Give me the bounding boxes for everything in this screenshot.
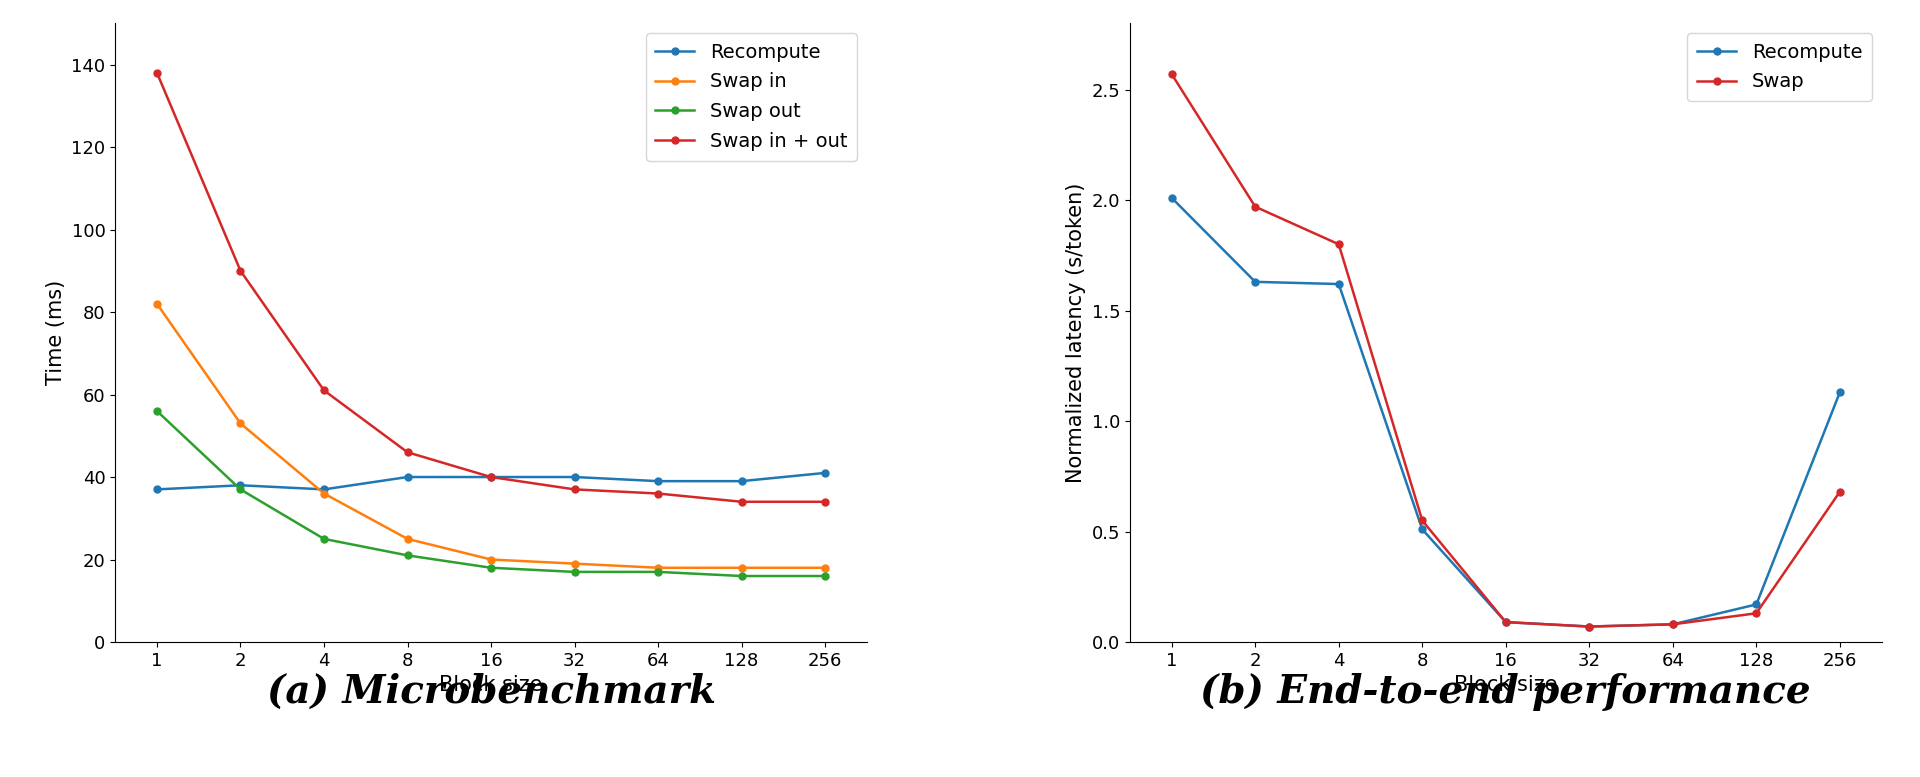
Swap xyxy=(1411,516,1434,525)
Swap xyxy=(1327,239,1350,249)
Line: Recompute: Recompute xyxy=(1167,194,1843,630)
Swap in + out xyxy=(730,497,753,507)
Y-axis label: Normalized latency (s/token): Normalized latency (s/token) xyxy=(1066,183,1087,483)
Swap in + out xyxy=(396,448,419,457)
Swap in + out xyxy=(814,497,837,507)
Line: Swap: Swap xyxy=(1167,71,1843,630)
Swap out xyxy=(563,567,586,577)
Line: Swap out: Swap out xyxy=(154,408,829,580)
X-axis label: Block size: Block size xyxy=(1453,675,1557,695)
Swap in + out xyxy=(563,485,586,494)
Swap in xyxy=(480,555,503,564)
Swap xyxy=(1745,608,1768,618)
Swap in xyxy=(396,535,419,544)
Recompute xyxy=(647,476,670,486)
Swap out xyxy=(647,567,670,577)
Swap xyxy=(1578,622,1601,631)
Swap in + out xyxy=(480,472,503,482)
Recompute xyxy=(1745,600,1768,609)
Legend: Recompute, Swap: Recompute, Swap xyxy=(1688,33,1872,101)
Recompute xyxy=(1494,618,1517,627)
Text: (b) End-to-end performance: (b) End-to-end performance xyxy=(1200,673,1811,711)
X-axis label: Block size: Block size xyxy=(440,675,543,695)
Swap out xyxy=(730,571,753,580)
Swap in + out xyxy=(228,267,252,276)
Y-axis label: Time (ms): Time (ms) xyxy=(46,280,65,385)
Swap out xyxy=(814,571,837,580)
Text: (a) Microbenchmark: (a) Microbenchmark xyxy=(267,673,716,711)
Recompute xyxy=(396,472,419,482)
Swap xyxy=(1494,618,1517,627)
Swap in xyxy=(563,559,586,568)
Swap in xyxy=(228,419,252,428)
Recompute xyxy=(146,485,169,494)
Swap in xyxy=(730,563,753,573)
Recompute xyxy=(480,472,503,482)
Recompute xyxy=(1411,524,1434,534)
Swap in xyxy=(313,489,336,498)
Recompute xyxy=(730,476,753,486)
Swap in xyxy=(647,563,670,573)
Legend: Recompute, Swap in, Swap out, Swap in + out: Recompute, Swap in, Swap out, Swap in + … xyxy=(645,33,856,161)
Recompute xyxy=(1828,388,1851,397)
Swap out xyxy=(480,563,503,573)
Recompute xyxy=(228,481,252,490)
Recompute xyxy=(313,485,336,494)
Swap out xyxy=(146,406,169,416)
Swap out xyxy=(313,535,336,544)
Swap xyxy=(1828,487,1851,497)
Swap in xyxy=(814,563,837,573)
Recompute xyxy=(1578,622,1601,631)
Recompute xyxy=(1244,277,1267,287)
Recompute xyxy=(563,472,586,482)
Swap in + out xyxy=(313,385,336,395)
Recompute xyxy=(1661,620,1684,629)
Line: Swap in: Swap in xyxy=(154,301,829,571)
Recompute xyxy=(1327,280,1350,289)
Swap xyxy=(1160,69,1183,78)
Swap xyxy=(1244,202,1267,211)
Swap in + out xyxy=(647,489,670,498)
Line: Recompute: Recompute xyxy=(154,469,829,493)
Swap xyxy=(1661,620,1684,629)
Swap out xyxy=(396,551,419,560)
Recompute xyxy=(814,469,837,478)
Swap in + out xyxy=(146,68,169,78)
Recompute xyxy=(1160,193,1183,203)
Swap in xyxy=(146,299,169,308)
Line: Swap in + out: Swap in + out xyxy=(154,69,829,505)
Swap out xyxy=(228,485,252,494)
